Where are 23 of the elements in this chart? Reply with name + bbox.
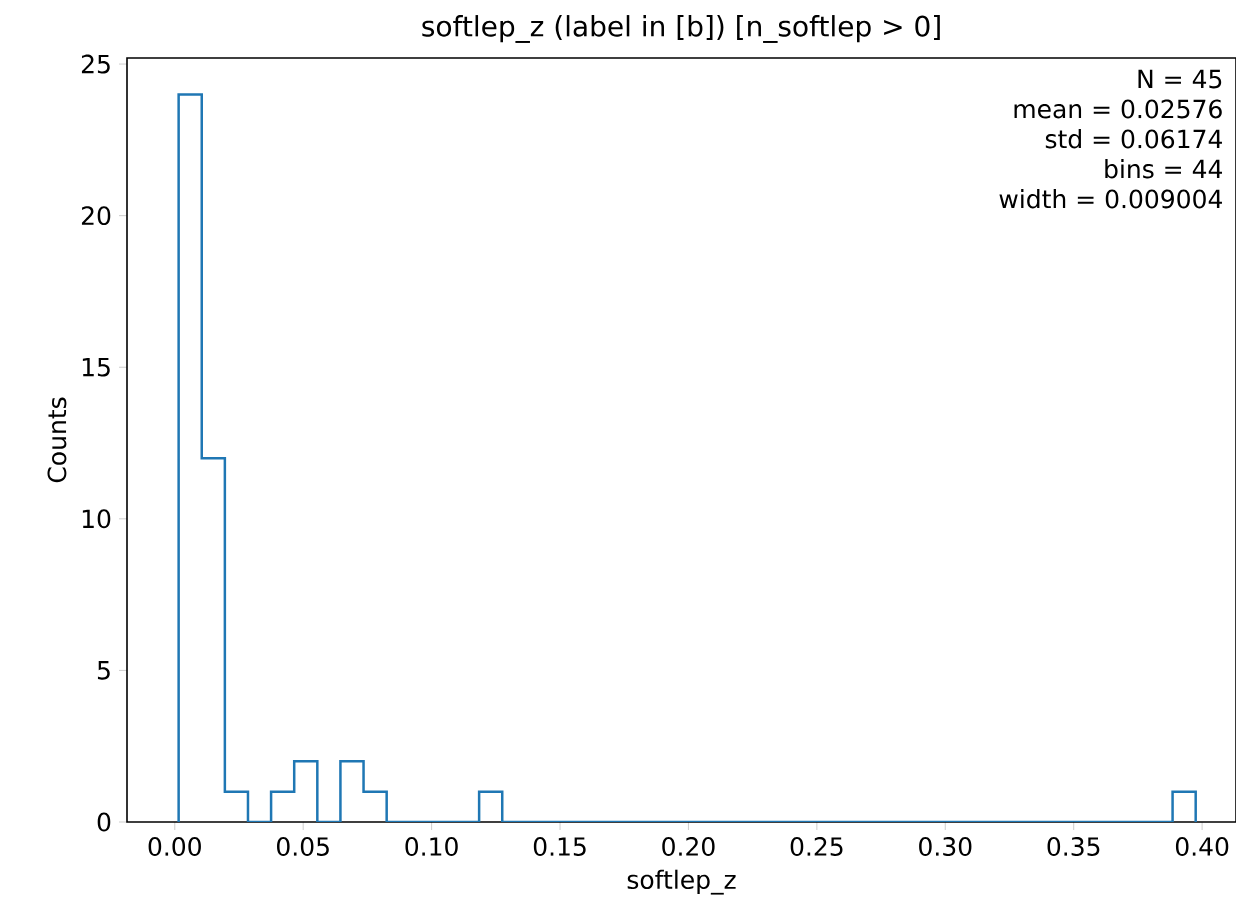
y-tick-label: 5 (97, 661, 110, 680)
x-tick-label: 0.00 (148, 837, 201, 856)
annotation: N = 45 (1138, 69, 1222, 89)
x-tick-label: 0.15 (533, 837, 586, 856)
chart-title: softlep_z (label in [b]) [n_softlep > 0] (422, 15, 940, 43)
y-tick-label: 0 (97, 812, 111, 832)
annotation: mean = 0.02576 (1014, 99, 1222, 119)
x-axis-title: softlep_z (627, 869, 736, 895)
x-tick-label: 0.35 (1047, 837, 1100, 856)
y-tick-label: 20 (81, 206, 111, 226)
y-tick-label: 15 (82, 357, 110, 377)
x-tick-label: 0.30 (919, 837, 972, 856)
annotation: bins = 44 (1105, 159, 1222, 179)
x-tick-label: 0.20 (662, 837, 715, 856)
x-tick-label: 0.10 (405, 837, 458, 856)
y-tick-label: 25 (81, 54, 110, 74)
y-tick-label: 10 (82, 509, 111, 529)
annotation: width = 0.009004 (999, 189, 1222, 209)
annotation: std = 0.06174 (1045, 129, 1222, 149)
x-tick-label: 0.40 (1175, 837, 1229, 856)
y-axis-title: Counts (47, 397, 67, 483)
x-tick-label: 0.05 (277, 837, 329, 856)
x-tick-label: 0.25 (790, 837, 843, 856)
